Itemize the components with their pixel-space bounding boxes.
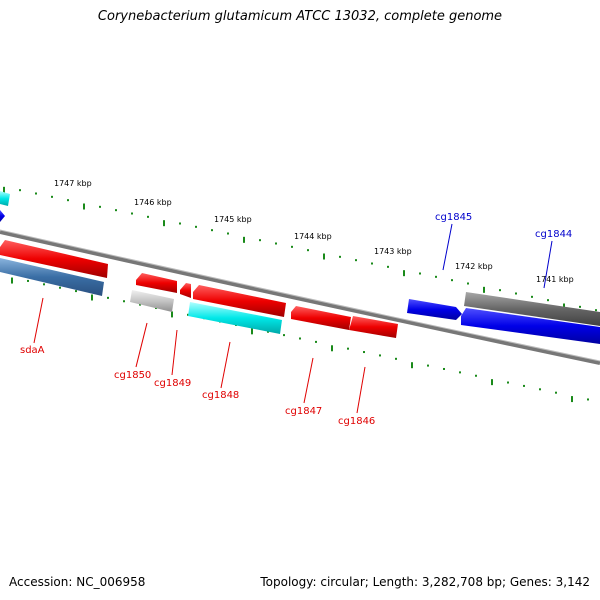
- genome-title: Corynebacterium glutamicum ATCC 13032, c…: [97, 9, 503, 24]
- label-leader-lines: [33, 223, 553, 414]
- ruler-label-1745: 1745 kbp: [214, 215, 252, 224]
- gene-feature-red-3[interactable]: [193, 285, 286, 317]
- inner-ruler-ticks: [11, 277, 589, 403]
- ruler-label-1743: 1743 kbp: [374, 247, 412, 256]
- gene-feature-blue-edge-arrow[interactable]: [0, 210, 5, 222]
- gene-label-sdaA[interactable]: sdaA: [20, 345, 45, 356]
- gene-feature-gray-1[interactable]: [464, 292, 600, 326]
- ruler-label-1747: 1747 kbp: [54, 179, 92, 188]
- outer-ruler-ticks: [3, 186, 597, 312]
- accession-text: Accession: NC_006958: [9, 575, 146, 589]
- gene-feature-cg1849[interactable]: [180, 283, 191, 298]
- gene-label-cg1847[interactable]: cg1847: [285, 406, 322, 417]
- gene-label-cg1848[interactable]: cg1848: [202, 390, 239, 401]
- ruler-label-1742: 1742 kbp: [455, 262, 493, 271]
- gene-feature-red-2[interactable]: [136, 273, 177, 293]
- gene-label-cg1849[interactable]: cg1849: [154, 378, 191, 389]
- gene-feature-cg1850[interactable]: [130, 290, 174, 312]
- ruler-label-1741: 1741 kbp: [536, 275, 574, 284]
- gene-feature-sdaA[interactable]: [0, 258, 104, 296]
- gene-label-cg1844[interactable]: cg1844: [535, 229, 572, 240]
- ruler-label-1746: 1746 kbp: [134, 198, 172, 207]
- gene-feature-cg1846[interactable]: [349, 316, 398, 338]
- gene-feature-blue-cg1845[interactable]: [407, 299, 462, 320]
- genome-backbone: [0, 230, 600, 365]
- gene-feature-cg1848[interactable]: [188, 302, 282, 334]
- gene-feature-red-1[interactable]: [0, 240, 108, 278]
- topology-text: Topology: circular; Length: 3,282,708 bp…: [260, 575, 590, 589]
- gene-feature-cg1847[interactable]: [291, 306, 351, 330]
- gene-label-cg1850[interactable]: cg1850: [114, 370, 151, 381]
- gene-feature-cg1844[interactable]: [461, 308, 600, 344]
- gene-label-cg1846[interactable]: cg1846: [338, 416, 375, 427]
- ruler-label-1744: 1744 kbp: [294, 232, 332, 241]
- gene-label-cg1845[interactable]: cg1845: [435, 212, 472, 223]
- gene-feature-cyan-edge[interactable]: [0, 191, 10, 206]
